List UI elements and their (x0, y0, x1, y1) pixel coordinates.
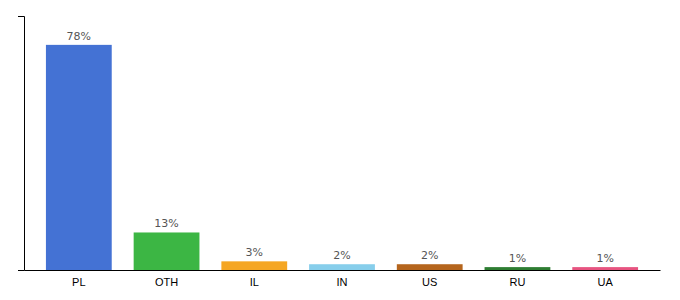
data-label: 78% (67, 30, 91, 43)
data-label: 2% (421, 249, 438, 262)
x-tick: IN (337, 270, 348, 288)
x-tick-label: US (422, 276, 437, 288)
x-axis: PL OTH IL IN US RU UA (25, 270, 661, 288)
x-tick: IL (250, 270, 259, 288)
x-tick-label: UA (598, 276, 614, 288)
data-label: 3% (246, 246, 263, 259)
x-tick: PL (72, 270, 85, 288)
bars (46, 45, 638, 270)
data-labels: 78% 13% 3% 2% 2% 1% 1% (67, 30, 614, 265)
bar (397, 264, 463, 270)
bar (134, 232, 200, 270)
x-tick-label: OTH (155, 276, 178, 288)
y-axis-line (18, 17, 25, 271)
data-label: 1% (509, 252, 526, 265)
bar (485, 267, 551, 270)
data-label: 1% (596, 252, 613, 265)
y-axis (18, 17, 25, 271)
bar (221, 261, 287, 270)
bar (572, 267, 638, 270)
x-tick-label: IN (337, 276, 348, 288)
bar (46, 45, 112, 270)
x-tick: OTH (155, 270, 178, 288)
chart: PL OTH IL IN US RU UA 78% 13% 3% 2% 2% 1% 1% (0, 0, 680, 300)
x-tick: UA (598, 270, 614, 288)
data-label: 2% (333, 249, 350, 262)
x-tick-label: RU (510, 276, 526, 288)
data-label: 13% (154, 217, 178, 230)
bar (309, 264, 375, 270)
plot: PL OTH IL IN US RU UA 78% 13% 3% 2% 2% 1% 1% (18, 17, 661, 288)
x-tick: US (422, 270, 437, 288)
x-tick: RU (510, 270, 526, 288)
x-tick-label: IL (250, 276, 259, 288)
x-axis-line (25, 270, 661, 271)
x-tick-label: PL (72, 276, 85, 288)
